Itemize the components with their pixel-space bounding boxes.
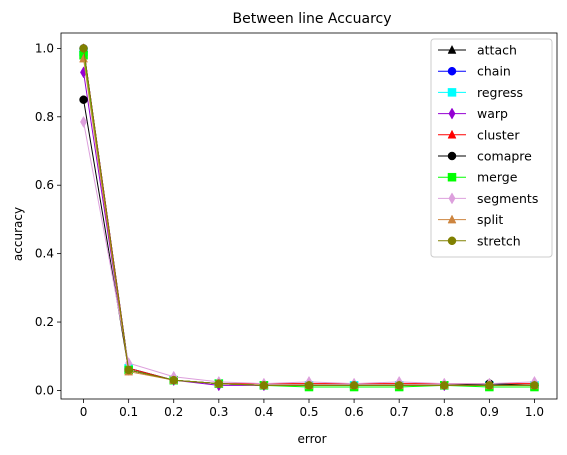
x-tick-label: 0.8 [435,405,454,419]
legend-marker [447,88,457,97]
plot-area [60,32,558,400]
legend-label: regress [477,85,523,100]
x-tick-label: 0 [80,405,88,419]
y-axis-label: accuracy [11,207,25,261]
legend-label: comapre [477,149,532,164]
x-axis-label: error [297,432,326,446]
x-tick-label: 0.5 [299,405,318,419]
data-point-segments [80,115,88,128]
data-point-stretch [394,381,404,390]
x-tick-label: 1.0 [525,405,544,419]
data-point-stretch [214,379,224,388]
data-point-stretch [304,381,314,390]
x-tick-label: 0.6 [345,405,364,419]
legend-marker [447,44,457,54]
legend-box [430,38,553,258]
x-axis: 0 0.1 0.2 0.3 0.4 0.5 0.6 0.7 0.8 0.9 1.0 [80,399,544,419]
legend-item-chain: chain [438,64,511,79]
data-point-stretch [440,381,449,390]
legend-marker [447,236,457,246]
data-point-stretch [530,381,539,390]
series-stretch [79,44,539,390]
legend-label: cluster [477,127,520,142]
chart-title: Between line Accuarcy [232,11,391,27]
y-tick-label: 0.6 [35,178,54,192]
y-axis: 0.0 0.2 0.4 0.6 0.8 1.0 [35,41,61,397]
legend-item-regress: regress [438,85,523,100]
legend-item-comapre: comapre [438,149,532,164]
legend-label: attach [477,43,517,58]
legend-marker [447,214,457,224]
legend-item-attach: attach [438,43,517,58]
legend-item-merge: merge [438,170,518,185]
legend-label: chain [477,64,511,79]
legend-marker [448,107,456,120]
legend-marker [448,192,456,205]
x-tick-label: 0.1 [119,405,138,419]
data-point-comapre [79,95,88,104]
x-tick-label: 0.2 [164,405,183,419]
legend: attach chain regress warp cluster comapre merg… [430,38,553,258]
data-point-stretch [169,375,178,385]
y-tick-label: 0.8 [35,110,54,124]
legend-item-segments: segments [438,191,538,206]
y-tick-label: 0.2 [35,315,54,329]
legend-item-cluster: cluster [438,127,520,142]
legend-label: stretch [477,233,521,248]
legend-item-warp: warp [438,106,508,121]
legend-label: segments [477,191,538,206]
y-tick-label: 1.0 [35,41,54,55]
y-tick-label: 0.4 [35,247,54,261]
data-point-stretch [485,381,494,390]
legend-item-split: split [438,212,503,227]
legend-marker [447,172,457,182]
data-point-stretch [79,44,88,53]
legend-item-stretch: stretch [438,233,521,248]
legend-marker [447,129,457,139]
y-tick-label: 0.0 [35,383,54,397]
data-point-stretch [124,365,133,375]
x-tick-label: 0.9 [480,405,499,419]
legend-marker [447,66,457,76]
legend-marker [447,151,457,161]
x-tick-label: 0.7 [390,405,409,419]
data-point-stretch [349,381,359,390]
data-point-stretch [259,381,269,390]
legend-label: warp [477,106,508,121]
legend-label: merge [477,170,518,185]
legend-label: split [477,212,503,227]
x-tick-label: 0.4 [254,405,273,419]
x-tick-label: 0.3 [209,405,228,419]
